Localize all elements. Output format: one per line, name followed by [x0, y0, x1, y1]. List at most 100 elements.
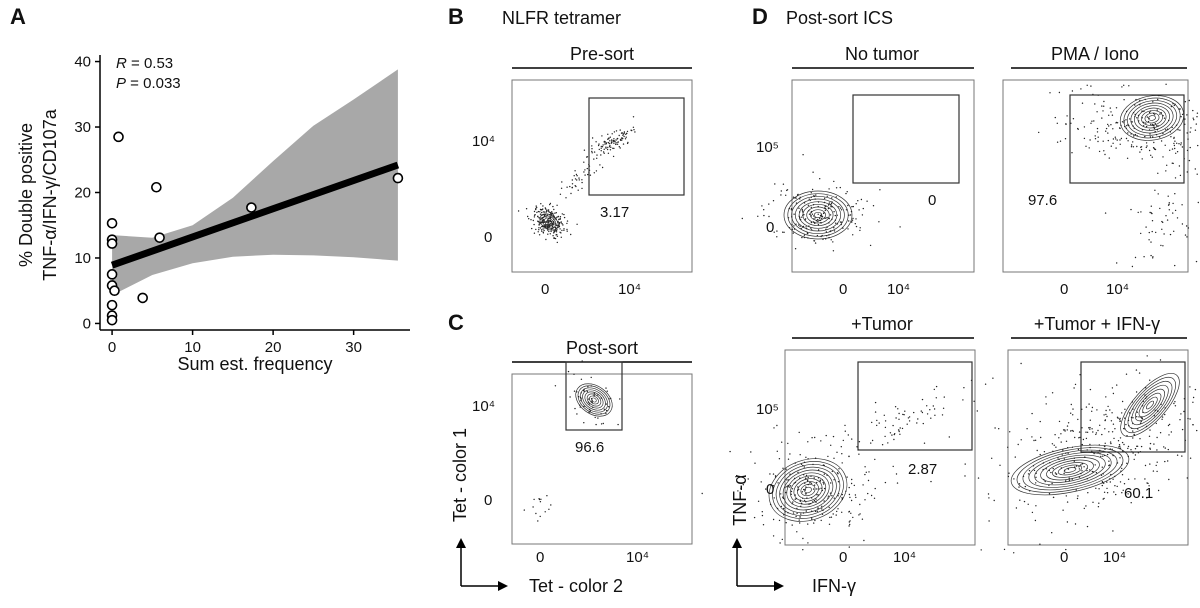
- event-dot: [535, 228, 537, 231]
- event-dot: [531, 227, 533, 230]
- event-dot: [993, 499, 995, 502]
- event-dot: [596, 157, 598, 159]
- event-dot: [540, 498, 542, 500]
- event-dot: [1099, 453, 1101, 455]
- contour-ring: [544, 217, 554, 227]
- event-dot: [798, 519, 800, 521]
- event-dot: [887, 442, 889, 444]
- event-dot: [1134, 454, 1137, 456]
- event-dot: [824, 207, 827, 210]
- event-dot: [578, 177, 580, 179]
- event-dot: [831, 218, 833, 220]
- event-dot: [787, 217, 790, 219]
- panel-b-title: NLFR tetramer: [502, 8, 621, 28]
- event-dot: [561, 213, 563, 215]
- event-dot: [583, 390, 585, 392]
- event-dot: [800, 463, 803, 465]
- event-dot: [776, 236, 778, 238]
- event-dot: [1157, 193, 1159, 195]
- event-dot: [546, 495, 548, 497]
- event-dot: [884, 435, 886, 438]
- panel-d1-plot-frame: [791, 79, 975, 273]
- event-dot: [790, 209, 793, 211]
- event-dot: [1106, 487, 1108, 490]
- event-dot: [1013, 478, 1015, 480]
- event-dot: [544, 511, 546, 513]
- panel-b-subtitle: Pre-sort: [570, 44, 634, 64]
- event-dot: [1110, 442, 1112, 445]
- event-dot: [1083, 466, 1085, 468]
- event-dot: [1141, 110, 1143, 112]
- event-dot: [613, 142, 615, 144]
- event-dot: [1192, 396, 1195, 399]
- panel-letter-d: D: [752, 4, 768, 29]
- event-dot: [941, 414, 944, 416]
- event-dot: [1062, 509, 1064, 511]
- panel-d3-subtitle: +Tumor: [851, 314, 913, 334]
- event-dot: [1176, 142, 1178, 144]
- event-dot: [829, 516, 831, 519]
- event-dot: [1138, 416, 1140, 418]
- event-dot: [847, 434, 849, 436]
- event-dot: [797, 486, 799, 488]
- panel-letter-b: B: [448, 4, 464, 29]
- event-dot: [1170, 431, 1173, 433]
- event-dot: [1020, 439, 1022, 441]
- r-stat: R = 0.53: [116, 55, 173, 72]
- event-dot: [1180, 413, 1182, 415]
- event-dot: [1127, 478, 1130, 480]
- event-dot: [1111, 431, 1114, 433]
- event-dot: [1077, 418, 1079, 421]
- event-dot: [785, 491, 787, 494]
- event-dot: [1033, 439, 1035, 442]
- panel-b-y-tick-1: 10⁴: [472, 133, 495, 150]
- event-dot: [1078, 437, 1080, 439]
- event-dot: [859, 503, 861, 506]
- event-dot: [792, 501, 794, 503]
- event-dot: [612, 155, 615, 158]
- event-dot: [832, 241, 834, 243]
- event-dot: [811, 510, 813, 512]
- event-dot: [1039, 420, 1041, 423]
- event-dot: [542, 228, 544, 230]
- event-dot: [798, 224, 800, 226]
- event-dot: [1112, 138, 1115, 140]
- event-dot: [617, 423, 619, 426]
- event-dot: [550, 211, 552, 214]
- event-dot: [834, 219, 837, 221]
- event-dot: [571, 183, 574, 185]
- data-point: [392, 172, 404, 184]
- event-dot: [1119, 139, 1121, 141]
- event-dot: [848, 455, 850, 458]
- event-dot: [826, 226, 828, 229]
- event-dot: [1152, 124, 1154, 127]
- event-dot: [794, 197, 796, 199]
- event-dot: [1035, 476, 1037, 478]
- event-dot: [1065, 452, 1067, 454]
- event-dot: [1154, 189, 1156, 191]
- event-dot: [1135, 98, 1137, 101]
- panel-d4-x-tick-0: 0: [1060, 549, 1068, 566]
- event-dot: [621, 139, 623, 141]
- event-dot: [1121, 441, 1124, 444]
- event-dot: [610, 146, 612, 148]
- event-dot: [1172, 162, 1174, 165]
- event-dot: [1174, 177, 1177, 179]
- event-dot: [810, 229, 813, 231]
- event-dot: [964, 463, 966, 465]
- event-dot: [821, 479, 824, 481]
- panel-d2-subtitle: PMA / Iono: [1051, 44, 1139, 64]
- event-dot: [1082, 438, 1085, 441]
- event-dot: [1130, 416, 1133, 419]
- event-dot: [841, 493, 843, 496]
- event-dot: [1089, 419, 1092, 421]
- event-dot: [1111, 448, 1113, 450]
- event-dot: [806, 480, 809, 482]
- event-dot: [848, 486, 850, 489]
- event-dot: [1171, 148, 1174, 150]
- event-dot: [1098, 488, 1100, 490]
- event-dot: [1064, 430, 1066, 432]
- event-dot: [525, 208, 528, 210]
- event-dot: [1148, 129, 1151, 131]
- event-dot: [1115, 493, 1117, 496]
